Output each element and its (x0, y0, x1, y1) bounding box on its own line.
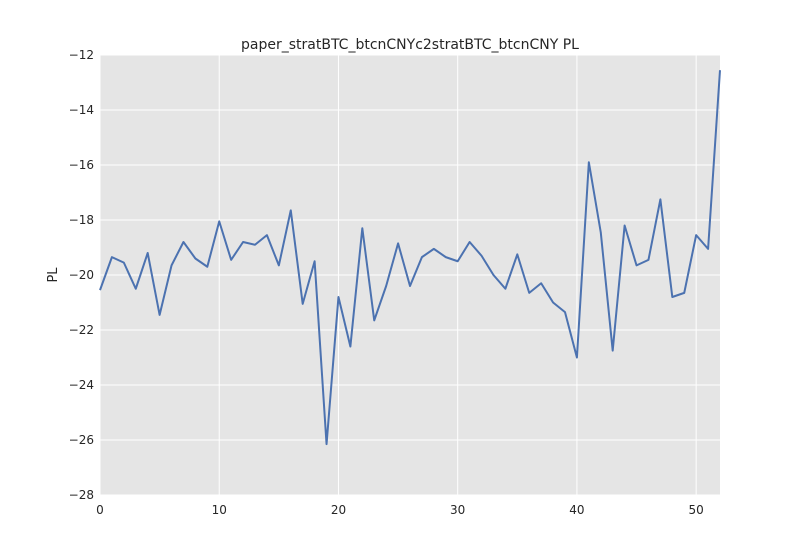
y-tick-label: −26 (69, 433, 94, 447)
x-tick-label: 0 (96, 503, 104, 517)
series-line (99, 70, 721, 446)
y-tick-label: −14 (69, 103, 94, 117)
y-tick-label: −24 (69, 378, 94, 392)
y-axis-title: PL (46, 267, 61, 283)
y-tick-label: −28 (69, 488, 94, 502)
x-tick-label: 20 (331, 503, 346, 517)
x-tick-label: 50 (689, 503, 704, 517)
x-axis-ticks: 0 10 20 30 40 50 (96, 503, 704, 517)
y-tick-label: −18 (69, 213, 94, 227)
chart-title: paper_stratBTC_btcnCNYc2stratBTC_btcnCNY… (241, 37, 579, 53)
y-axis-ticks: −28 −26 −24 −22 −20 −18 −16 −14 −12 (69, 48, 94, 502)
grid-lines (99, 54, 720, 496)
x-tick-label: 40 (569, 503, 584, 517)
x-tick-label: 30 (450, 503, 465, 517)
y-tick-label: −16 (69, 158, 94, 172)
series-layer (99, 70, 721, 446)
x-tick-label: 10 (212, 503, 227, 517)
y-tick-label: −12 (69, 48, 94, 62)
y-tick-label: −20 (69, 268, 94, 282)
y-tick-label: −22 (69, 323, 94, 337)
